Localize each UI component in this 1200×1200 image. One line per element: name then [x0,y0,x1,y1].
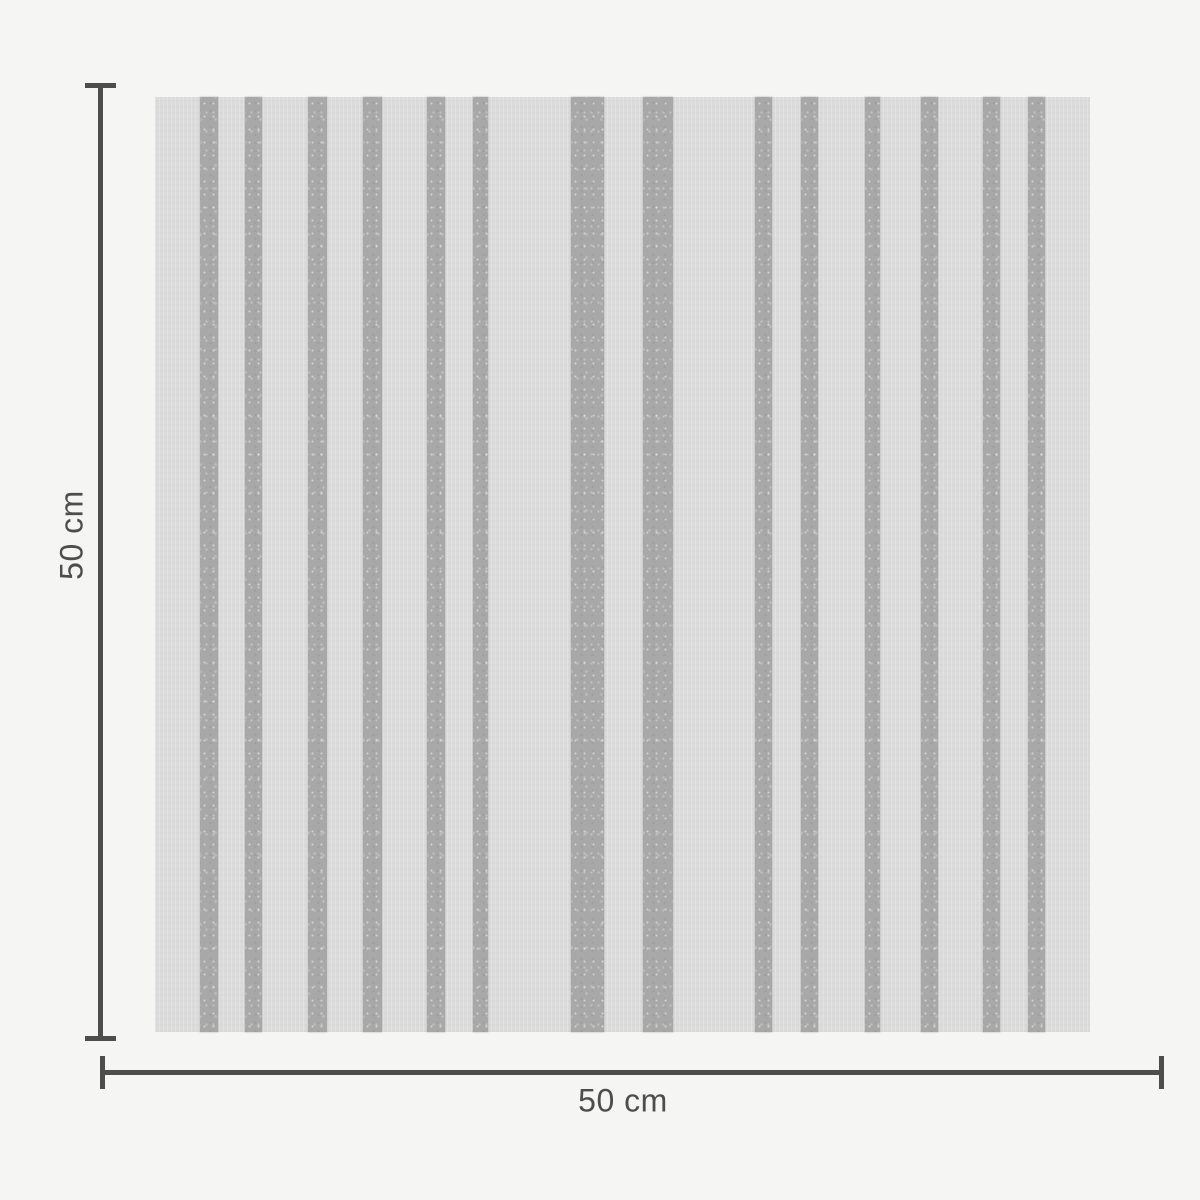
stripe [200,97,218,1032]
stripe [865,97,880,1032]
stripe [308,97,327,1032]
height-dimension-cap-bottom [85,1036,116,1041]
width-dimension-cap-right [1159,1056,1164,1089]
height-dimension-label: 50 cm [53,490,90,580]
height-dimension-cap-top [85,83,116,88]
stripe [983,97,1000,1032]
stripe [245,97,262,1032]
stripe [571,97,604,1032]
width-dimension-cap-left [100,1056,105,1089]
width-dimension-line [100,1070,1164,1075]
wallpaper-swatch [155,97,1090,1032]
stripe [1028,97,1045,1032]
stripe [755,97,772,1032]
stripe [427,97,445,1032]
stripe [801,97,818,1032]
stripe [363,97,382,1032]
width-dimension-label: 50 cm [578,1082,668,1119]
stripe [921,97,938,1032]
height-dimension-line [98,83,103,1041]
stripe [643,97,673,1032]
stripe [473,97,488,1032]
